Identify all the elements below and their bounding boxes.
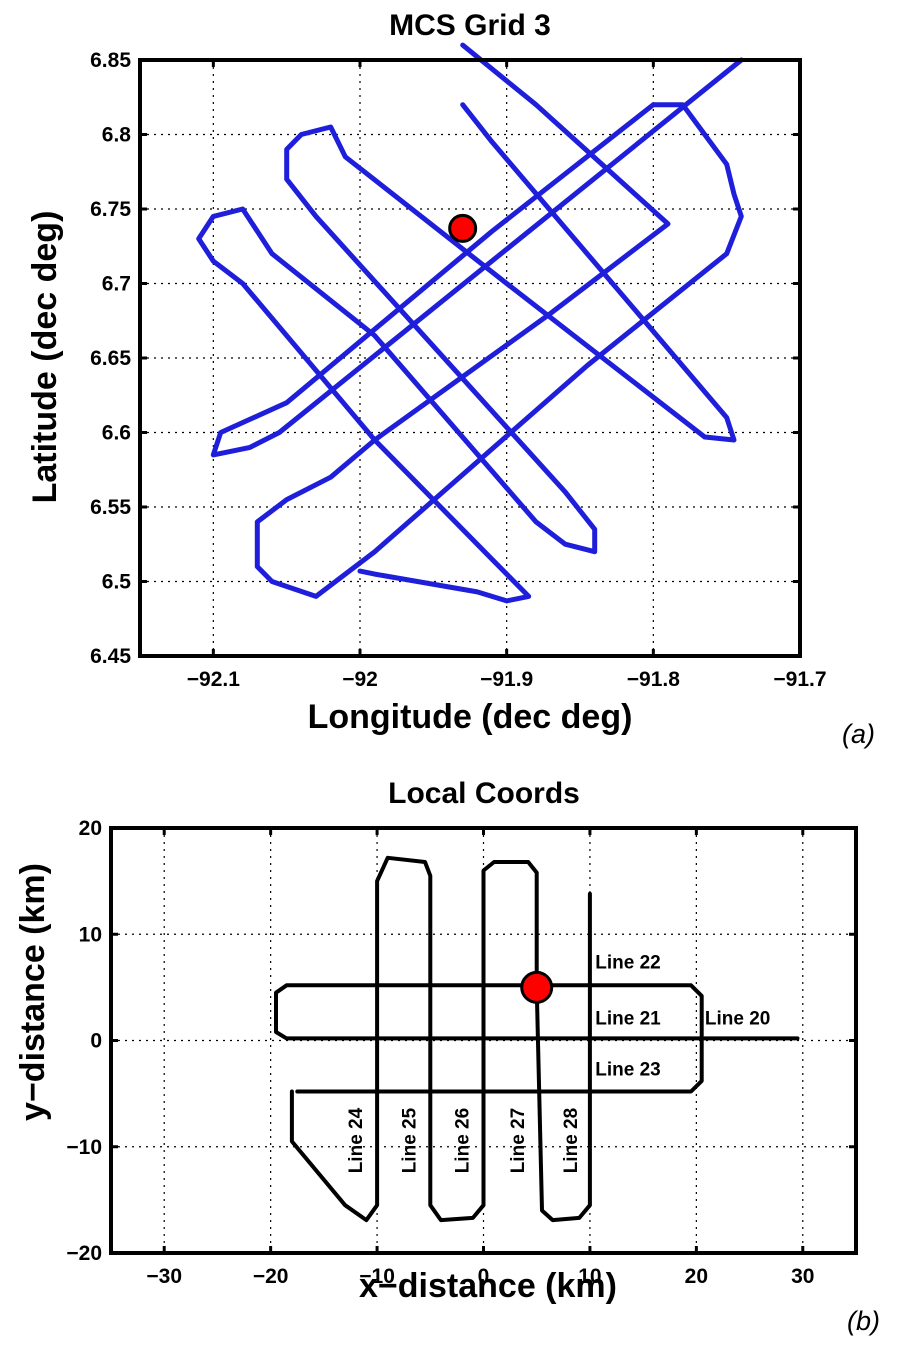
survey-track bbox=[196, 102, 737, 604]
line-label: Line 22 bbox=[595, 952, 660, 973]
x-tick-label: −92 bbox=[342, 668, 378, 691]
y-tick-label: 10 bbox=[79, 923, 102, 946]
x-tick-label: 20 bbox=[685, 1265, 708, 1288]
y-axis-label: Latitude (dec deg) bbox=[26, 211, 64, 504]
x-tick-label: −91.9 bbox=[480, 668, 533, 691]
line-label: Line 28 bbox=[561, 1108, 582, 1173]
x-tick-label: 10 bbox=[578, 1265, 601, 1288]
plot-frame bbox=[109, 826, 858, 1255]
chart-title: Local Coords bbox=[388, 777, 580, 810]
line-label: Line 23 bbox=[595, 1060, 660, 1081]
x-tick-label: −91.8 bbox=[627, 668, 680, 691]
x-axis-label: Longitude (dec deg) bbox=[308, 698, 633, 736]
location-marker bbox=[448, 213, 478, 243]
y-tick-label: 20 bbox=[79, 817, 102, 840]
y-tick-label: −20 bbox=[66, 1242, 102, 1265]
y-tick-label: 6.75 bbox=[90, 198, 131, 221]
y-tick-label: 6.8 bbox=[102, 124, 132, 147]
line-label: Line 25 bbox=[399, 1107, 420, 1173]
x-tick-label: 30 bbox=[791, 1265, 814, 1288]
y-tick-label: 0 bbox=[90, 1030, 102, 1053]
line-label: Line 24 bbox=[346, 1107, 367, 1173]
survey-track bbox=[289, 855, 592, 1223]
y-tick-label: −10 bbox=[66, 1136, 102, 1159]
line-label: Line 27 bbox=[508, 1108, 529, 1173]
y-tick-label: 6.6 bbox=[102, 422, 131, 445]
x-tick-label: −10 bbox=[359, 1265, 395, 1288]
y-tick-label: 6.85 bbox=[90, 49, 131, 72]
line-label: Line 26 bbox=[453, 1108, 474, 1173]
line-labels: Line 22 Line 21 Line 20 Line 23 Line 24 Line … bbox=[346, 952, 770, 1173]
y-axis-label: y−distance (km) bbox=[14, 863, 52, 1121]
plot-frame bbox=[138, 58, 802, 658]
x-tick-label: −20 bbox=[253, 1265, 289, 1288]
y-tick-label: 6.5 bbox=[102, 571, 132, 594]
x-tick-label: −92.1 bbox=[187, 668, 240, 691]
panel-label: (a) bbox=[842, 719, 875, 749]
survey-track bbox=[274, 983, 800, 1094]
panel-label: (b) bbox=[847, 1306, 880, 1336]
line-label: Line 20 bbox=[705, 1009, 770, 1030]
x-tick-label: −91.7 bbox=[773, 668, 826, 691]
panel-a: MCS Grid 3 −92.1 −92 −91.9 −91.8 −91.7 6.45 6.… bbox=[26, 9, 875, 749]
y-tick-label: 6.45 bbox=[90, 645, 131, 668]
chart-title: MCS Grid 3 bbox=[389, 9, 551, 42]
y-tick-label: 6.55 bbox=[90, 496, 131, 519]
x-tick-label: −30 bbox=[146, 1265, 182, 1288]
survey-track bbox=[210, 42, 744, 599]
grid bbox=[140, 60, 800, 656]
y-tick-label: 6.65 bbox=[90, 347, 131, 370]
x-axis-label: x−distance (km) bbox=[359, 1267, 617, 1305]
y-tick-label: 6.7 bbox=[102, 273, 131, 296]
location-marker bbox=[520, 970, 554, 1004]
tick-labels: −92.1 −92 −91.9 −91.8 −91.7 6.45 6.5 6.55 6.6 6.6… bbox=[90, 49, 826, 691]
line-label: Line 21 bbox=[595, 1009, 661, 1030]
tick-labels: −30 −20 −10 0 10 20 30 −20 −10 0 10 20 bbox=[66, 817, 856, 1288]
x-tick-label: 0 bbox=[478, 1265, 490, 1288]
